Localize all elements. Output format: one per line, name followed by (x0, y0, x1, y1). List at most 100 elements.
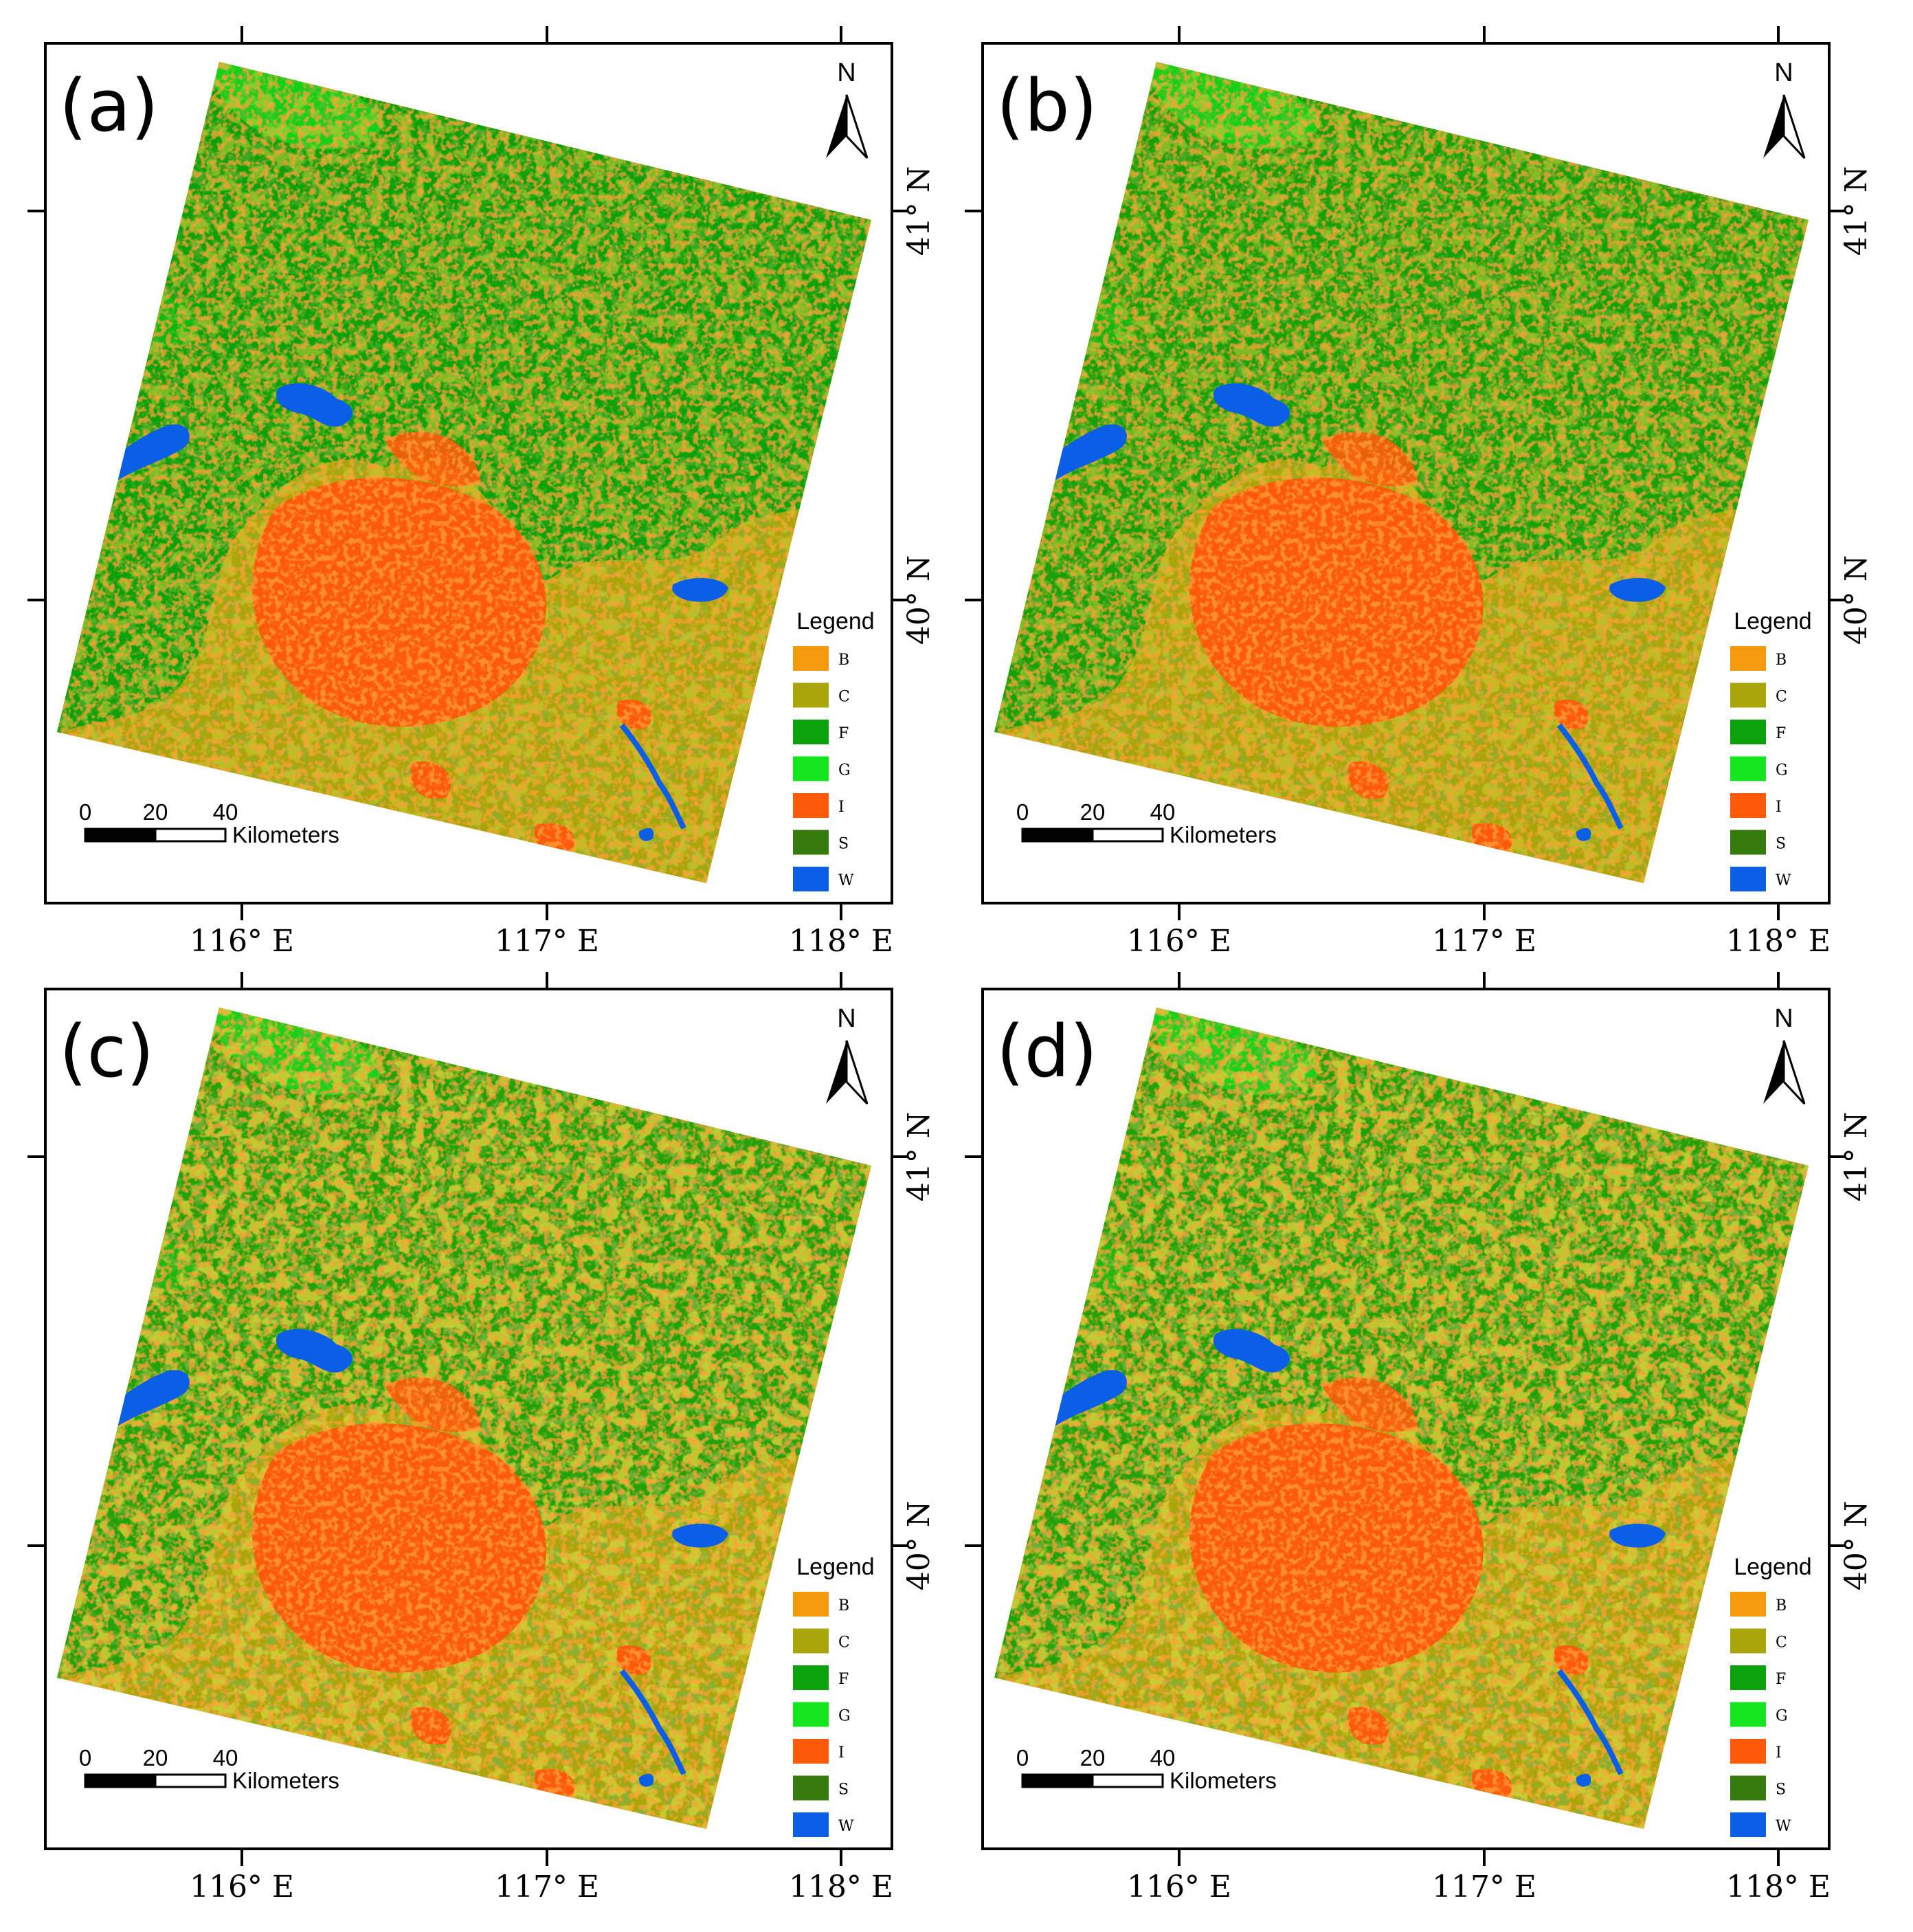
legend-swatch (793, 1812, 829, 1837)
scale-tick-label: 20 (1080, 799, 1106, 825)
longitude-label: 117° E (1432, 1869, 1536, 1905)
scale-unit: Kilometers (232, 822, 339, 847)
reservoir (1213, 383, 1290, 427)
legend-item-label: F (1776, 725, 1786, 742)
north-arrow-icon: N (1763, 1004, 1806, 1105)
legend-item-label: I (838, 1744, 844, 1762)
svg-text:N: N (837, 1004, 855, 1033)
legend-item-label: W (838, 1818, 854, 1835)
land-cover-raster (57, 62, 871, 883)
reservoir (1609, 577, 1666, 602)
land-cover-raster (994, 62, 1809, 883)
latitude-label: 40° N (1839, 1501, 1874, 1590)
legend-swatch (1730, 720, 1766, 744)
latitude-label: 40° N (902, 1501, 937, 1590)
latitude-label: 41° N (1839, 1112, 1874, 1201)
scale-tick-label: 20 (143, 799, 168, 825)
legend-swatch (1730, 756, 1766, 781)
land-cover-raster (57, 1008, 871, 1829)
longitude-label: 118° E (1726, 924, 1831, 959)
legend-swatch (1730, 1628, 1766, 1654)
latitude-label: 40° N (902, 555, 937, 645)
legend-swatch (1730, 867, 1766, 891)
svg-text:N: N (1774, 58, 1793, 87)
legend-swatch (1730, 830, 1766, 855)
legend-item-label: S (1776, 1781, 1786, 1799)
longitude-label: 117° E (495, 1869, 599, 1905)
latitude-label: 41° N (902, 1112, 937, 1201)
legend: Legend B C F G I S W (793, 1554, 875, 1837)
legend-swatch (793, 1702, 829, 1727)
canal (619, 1669, 686, 1775)
legend-item-label: B (838, 1597, 849, 1614)
land-cover-raster (994, 1008, 1809, 1829)
legend: Legend B C F G I S W (1730, 1554, 1812, 1837)
longitude-label: 118° E (1726, 1869, 1831, 1905)
reservoir (672, 577, 728, 602)
longitude-label: 116° E (190, 1869, 294, 1905)
reservoir (276, 383, 353, 427)
legend-swatch (793, 682, 829, 708)
legend-title: Legend (1734, 1554, 1811, 1580)
legend-swatch (1730, 793, 1766, 818)
legend-item-label: G (1776, 762, 1788, 779)
scale-unit: Kilometers (1170, 822, 1277, 847)
legend-item-label: C (1776, 1634, 1787, 1652)
legend-item-label: S (1776, 836, 1786, 853)
legend-swatch (793, 1592, 829, 1617)
latitude-label: 40° N (1839, 555, 1874, 645)
scale-tick-label: 20 (143, 1745, 168, 1770)
legend-title: Legend (796, 608, 874, 634)
north-arrow-icon: N (1763, 58, 1806, 159)
legend-swatch (1730, 1812, 1766, 1837)
svg-text:N: N (1774, 1004, 1793, 1033)
legend-item-label: S (838, 1781, 849, 1799)
legend-item-label: S (838, 836, 849, 853)
legend-swatch (1730, 1592, 1766, 1617)
longitude-label: 118° E (789, 924, 893, 959)
legend-swatch (1730, 1775, 1766, 1801)
latitude-label: 41° N (1839, 166, 1874, 256)
legend-swatch (793, 867, 829, 891)
legend-swatch (793, 1628, 829, 1654)
reservoir (1609, 1523, 1666, 1548)
legend-title: Legend (796, 1554, 874, 1580)
legend-item-label: G (838, 762, 851, 779)
panel-label: (a) (59, 64, 159, 148)
legend-item-label: F (838, 725, 849, 742)
scale-unit: Kilometers (232, 1768, 339, 1793)
legend-item-label: B (1776, 1597, 1787, 1614)
longitude-label: 116° E (1127, 924, 1231, 959)
scale-tick-label: 0 (79, 799, 91, 825)
canal (619, 723, 686, 830)
legend: Legend B C F G I S W (1730, 608, 1812, 891)
legend-item-label: G (1776, 1708, 1788, 1725)
longitude-label: 116° E (1127, 1869, 1231, 1905)
longitude-label: 118° E (789, 1869, 893, 1905)
legend-swatch (793, 720, 829, 744)
canal (1556, 1669, 1624, 1775)
legend-swatch (793, 646, 829, 671)
panel-label: (c) (59, 1010, 154, 1093)
legend-swatch (793, 756, 829, 781)
legend-swatch (793, 830, 829, 855)
scale-tick-label: 0 (1016, 1745, 1029, 1770)
legend-swatch (1730, 1665, 1766, 1690)
longitude-label: 117° E (495, 924, 599, 959)
panel-label: (b) (996, 64, 1097, 148)
north-arrow-icon: N (826, 1004, 869, 1105)
legend-item-label: W (838, 872, 854, 889)
reservoir (1213, 1329, 1290, 1373)
legend-item-label: I (1776, 799, 1782, 816)
legend-title: Legend (1734, 608, 1811, 634)
legend-swatch (1730, 1739, 1766, 1764)
legend-item-label: G (838, 1708, 851, 1725)
legend-item-label: B (838, 652, 849, 669)
legend-item-label: C (1776, 689, 1787, 706)
